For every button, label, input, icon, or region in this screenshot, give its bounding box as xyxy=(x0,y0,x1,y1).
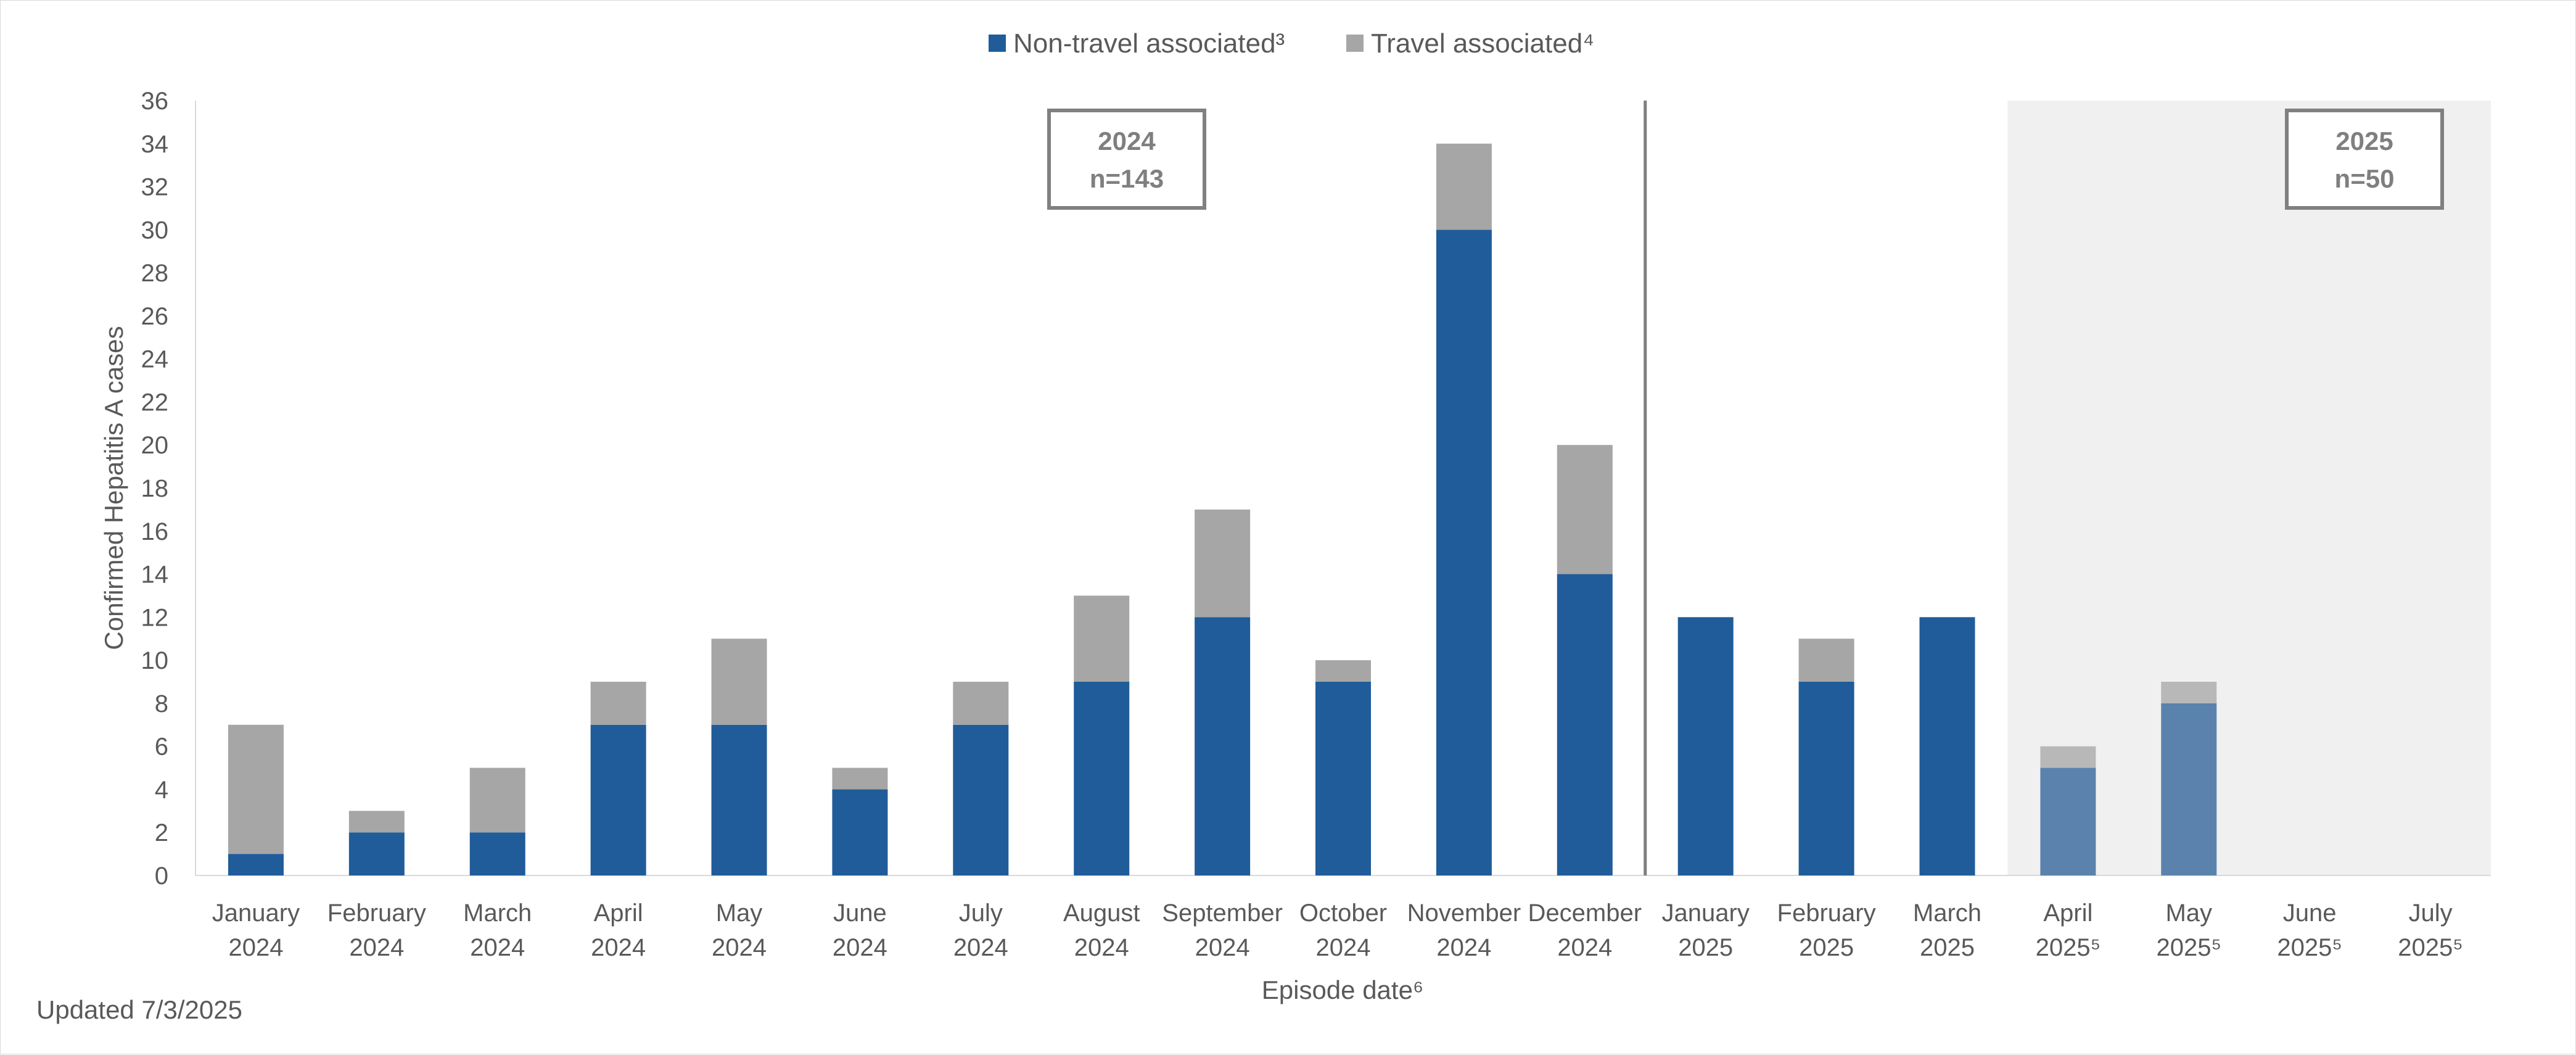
y-tick-label: 22 xyxy=(141,389,169,416)
bar-travel xyxy=(953,682,1009,725)
bar-travel xyxy=(711,639,767,725)
updated-note: Updated 7/3/2025 xyxy=(36,995,242,1024)
y-tick-label: 20 xyxy=(141,432,169,459)
y-tick-label: 6 xyxy=(155,734,168,761)
y-axis-title: Confirmed Hepatitis A cases xyxy=(99,326,128,650)
y-tick-label: 24 xyxy=(141,346,169,373)
annotation-box-2024 xyxy=(1047,109,1206,210)
x-tick-label: May 2025⁵ xyxy=(2156,900,2221,961)
legend-label-non-travel: Non-travel associated³ xyxy=(1013,28,1285,59)
bar-non-travel xyxy=(953,724,1009,875)
x-axis-title: Episode date⁶ xyxy=(1262,975,1423,1004)
bar-non-travel xyxy=(1557,574,1613,875)
bar-non-travel xyxy=(832,789,888,875)
y-tick-label: 18 xyxy=(141,475,169,502)
annotation-year-2025: 2025 xyxy=(2335,126,2393,155)
y-tick-label: 34 xyxy=(141,131,169,158)
x-tick-label: May 2024 xyxy=(712,900,767,961)
x-tick-label: January 2025 xyxy=(1662,900,1750,961)
bar-non-travel xyxy=(590,724,646,875)
x-tick-label: December 2024 xyxy=(1528,900,1642,961)
x-axis-ticks: January 2024 February 2024 March 2024 April 202… xyxy=(212,900,2463,961)
y-tick-label: 4 xyxy=(155,776,168,803)
y-tick-label: 10 xyxy=(141,647,169,674)
bar-travel xyxy=(469,767,525,833)
y-tick-label: 28 xyxy=(141,260,169,287)
bar-travel xyxy=(348,811,405,833)
y-tick-label: 32 xyxy=(141,174,169,201)
x-tick-label: March 2025 xyxy=(1913,900,1981,961)
x-tick-label: November 2024 xyxy=(1407,900,1521,961)
y-tick-label: 2 xyxy=(155,819,168,846)
legend-swatch-travel xyxy=(1346,35,1364,52)
bar-non-travel xyxy=(2161,703,2217,875)
x-tick-label: October 2024 xyxy=(1299,900,1387,961)
bar-non-travel xyxy=(228,854,284,875)
bars xyxy=(228,143,2217,875)
legend-label-travel: Travel associated⁴ xyxy=(1371,28,1594,59)
y-tick-label: 12 xyxy=(141,604,169,631)
x-tick-label: August 2024 xyxy=(1063,900,1140,961)
x-tick-label: June 2024 xyxy=(833,900,887,961)
y-tick-label: 0 xyxy=(155,863,168,890)
annotation-2025: 2025 n=50 xyxy=(2285,109,2444,210)
bar-non-travel xyxy=(1798,682,1854,875)
x-tick-label: March 2024 xyxy=(463,900,532,961)
bar-non-travel xyxy=(1315,682,1371,875)
bar-travel xyxy=(1798,639,1854,682)
bar-non-travel xyxy=(1074,682,1130,875)
x-tick-label: February 2024 xyxy=(327,900,426,961)
bar-non-travel xyxy=(348,832,405,875)
y-tick-label: 14 xyxy=(141,561,169,589)
x-tick-label: April 2025⁵ xyxy=(2036,900,2101,961)
bar-non-travel xyxy=(1436,230,1492,875)
bar-non-travel xyxy=(1919,617,1975,875)
legend: Non-travel associated³ Travel associated… xyxy=(989,28,1594,59)
x-tick-label: September 2024 xyxy=(1162,900,1283,961)
x-tick-label: February 2025 xyxy=(1777,900,1876,961)
bar-non-travel xyxy=(1677,617,1734,875)
annotation-year-2024: 2024 xyxy=(1098,126,1156,155)
x-tick-label: July 2024 xyxy=(953,900,1008,961)
bar-travel xyxy=(590,682,646,725)
x-tick-label: April 2024 xyxy=(591,900,646,961)
bar-non-travel xyxy=(2040,767,2096,875)
x-tick-label: July 2025⁵ xyxy=(2398,900,2463,961)
x-tick-label: June 2025⁵ xyxy=(2277,900,2342,961)
bar-travel xyxy=(1074,595,1130,682)
bar-travel xyxy=(1557,445,1613,574)
legend-swatch-non-travel xyxy=(989,35,1006,52)
y-tick-label: 26 xyxy=(141,303,169,330)
bar-travel xyxy=(1195,509,1251,618)
bar-non-travel xyxy=(1195,617,1251,875)
y-tick-label: 8 xyxy=(155,690,168,718)
x-tick-label: January 2024 xyxy=(212,900,300,961)
bar-travel xyxy=(2040,746,2096,768)
bar-travel xyxy=(832,767,888,790)
y-tick-label: 30 xyxy=(141,217,169,244)
y-tick-label: 36 xyxy=(141,88,169,115)
y-tick-label: 16 xyxy=(141,518,169,545)
annotation-count-2025: n=50 xyxy=(2335,164,2395,193)
bar-non-travel xyxy=(469,832,525,875)
bar-travel xyxy=(228,724,284,854)
bar-travel xyxy=(2161,682,2217,703)
annotation-box-2025 xyxy=(2285,109,2444,210)
bar-travel xyxy=(1315,660,1371,682)
annotation-2024: 2024 n=143 xyxy=(1047,109,1206,210)
bar-non-travel xyxy=(711,724,767,875)
annotation-count-2024: n=143 xyxy=(1090,164,1164,193)
bar-travel xyxy=(1436,143,1492,230)
